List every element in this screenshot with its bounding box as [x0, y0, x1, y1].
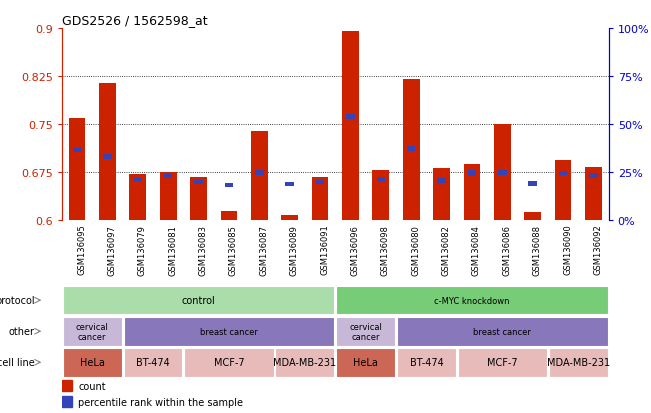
Bar: [69, 119, 85, 221]
Bar: [159, 173, 176, 221]
Text: GDS2526 / 1562598_at: GDS2526 / 1562598_at: [62, 14, 208, 27]
Bar: [62, 396, 72, 407]
Bar: [407, 147, 415, 152]
Text: MCF-7: MCF-7: [487, 357, 518, 368]
Bar: [529, 182, 537, 186]
Text: other: other: [8, 326, 35, 336]
Bar: [62, 317, 122, 346]
Text: GSM136082: GSM136082: [441, 224, 450, 275]
Text: GSM136089: GSM136089: [290, 224, 299, 275]
Text: GSM136097: GSM136097: [107, 224, 117, 275]
Bar: [225, 183, 233, 188]
Bar: [342, 32, 359, 221]
Bar: [549, 348, 608, 377]
Text: GSM136092: GSM136092: [594, 224, 602, 275]
Bar: [133, 177, 142, 182]
Text: GSM136083: GSM136083: [199, 224, 208, 275]
Text: GSM136081: GSM136081: [168, 224, 177, 275]
Text: GSM136086: GSM136086: [503, 224, 511, 275]
Text: MDA-MB-231: MDA-MB-231: [547, 357, 610, 368]
Bar: [494, 125, 510, 221]
Bar: [62, 286, 335, 315]
Text: GSM136079: GSM136079: [138, 224, 146, 275]
Bar: [458, 348, 547, 377]
Bar: [403, 80, 419, 221]
Text: breast cancer: breast cancer: [200, 327, 258, 336]
Bar: [124, 348, 182, 377]
Text: count: count: [78, 381, 106, 391]
Bar: [336, 348, 395, 377]
Bar: [130, 174, 146, 221]
Text: GSM136080: GSM136080: [411, 224, 420, 275]
Bar: [559, 171, 568, 176]
Text: BT-474: BT-474: [409, 357, 443, 368]
Text: MCF-7: MCF-7: [214, 357, 244, 368]
Text: BT-474: BT-474: [136, 357, 170, 368]
Bar: [73, 148, 81, 153]
Bar: [346, 115, 355, 119]
Text: GSM136091: GSM136091: [320, 224, 329, 275]
Bar: [372, 171, 389, 221]
Bar: [184, 348, 273, 377]
Bar: [555, 161, 572, 221]
Bar: [397, 348, 456, 377]
Bar: [336, 317, 395, 346]
Bar: [585, 168, 602, 221]
Bar: [316, 180, 324, 185]
Text: cervical
cancer: cervical cancer: [76, 322, 109, 341]
Text: protocol: protocol: [0, 295, 35, 305]
Text: cell line: cell line: [0, 357, 35, 367]
Bar: [281, 216, 298, 221]
Text: GSM136095: GSM136095: [77, 224, 86, 275]
Text: GSM136098: GSM136098: [381, 224, 390, 275]
Text: percentile rank within the sample: percentile rank within the sample: [78, 397, 243, 407]
Bar: [525, 212, 541, 221]
Bar: [498, 171, 506, 175]
Bar: [194, 180, 203, 185]
Bar: [336, 286, 608, 315]
Bar: [589, 174, 598, 178]
Text: HeLa: HeLa: [353, 357, 378, 368]
Bar: [376, 177, 385, 182]
Bar: [275, 348, 335, 377]
Text: GSM136087: GSM136087: [259, 224, 268, 275]
Text: MDA-MB-231: MDA-MB-231: [273, 357, 337, 368]
Bar: [62, 348, 122, 377]
Text: GSM136090: GSM136090: [563, 224, 572, 275]
Bar: [251, 131, 268, 221]
Bar: [255, 171, 264, 175]
Bar: [467, 171, 477, 175]
Bar: [397, 317, 608, 346]
Text: GSM136084: GSM136084: [472, 224, 481, 275]
Bar: [99, 83, 116, 221]
Text: GSM136088: GSM136088: [533, 224, 542, 275]
Bar: [190, 178, 207, 221]
Text: GSM136096: GSM136096: [350, 224, 359, 275]
Text: c-MYC knockdown: c-MYC knockdown: [434, 296, 510, 305]
Bar: [221, 211, 237, 221]
Text: cervical
cancer: cervical cancer: [349, 322, 382, 341]
Bar: [464, 165, 480, 221]
Bar: [434, 169, 450, 221]
Bar: [62, 380, 72, 391]
Bar: [124, 317, 335, 346]
Text: control: control: [182, 295, 215, 306]
Text: breast cancer: breast cancer: [473, 327, 531, 336]
Bar: [103, 155, 112, 159]
Bar: [285, 182, 294, 187]
Bar: [164, 174, 173, 178]
Text: GSM136085: GSM136085: [229, 224, 238, 275]
Text: HeLa: HeLa: [80, 357, 105, 368]
Bar: [312, 178, 329, 221]
Bar: [437, 179, 446, 183]
